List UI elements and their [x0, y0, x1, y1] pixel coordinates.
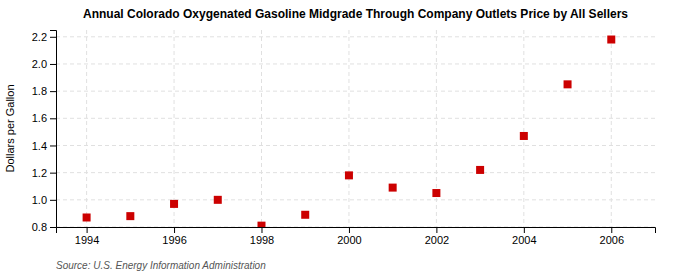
tick-mark: [87, 227, 88, 233]
tick-label: 2002: [425, 234, 449, 246]
tick-label: 1994: [75, 234, 99, 246]
tick-mark: [349, 227, 350, 233]
point: [83, 213, 91, 221]
tick-label: 0.8: [32, 221, 47, 233]
tick: 2006: [600, 227, 624, 246]
tick-mark: [50, 118, 56, 119]
point: [432, 189, 440, 197]
point: [564, 80, 572, 88]
tick-label: 1996: [162, 234, 186, 246]
tick-mark: [611, 227, 612, 233]
plot: 1994 1996 1998 2000 2002 2004 2006 0.8 1.0 1.2 1.4…: [32, 30, 656, 246]
tick: 1.6: [32, 112, 56, 124]
tick: 1.8: [32, 85, 56, 97]
tick-label: 1.8: [32, 85, 47, 97]
tick: 2004: [512, 227, 536, 246]
tick-mark: [50, 91, 56, 92]
x-axis: 1994 1996 1998 2000 2002 2004 2006: [57, 227, 656, 246]
point: [257, 222, 265, 227]
tick-mark: [436, 227, 437, 233]
tick-mark: [50, 37, 56, 38]
tick-label: 2.0: [32, 58, 47, 70]
annotation: Source: U.S. Energy Information Administ…: [56, 260, 266, 271]
grid-line-x: [174, 30, 175, 227]
tick-mark: [174, 227, 175, 233]
tick: 2002: [425, 227, 449, 246]
point: [389, 184, 397, 192]
tick: 2.2: [32, 31, 56, 43]
point: [345, 171, 353, 179]
tick-mark: [50, 145, 56, 146]
grid-line-x: [436, 30, 437, 227]
y-axis-title: Dollars per Gallon: [4, 84, 16, 172]
tick-label: 1.0: [32, 194, 47, 206]
grid-line-y: [56, 172, 655, 173]
tick: 1.4: [32, 140, 56, 152]
tick-mark: [50, 64, 56, 65]
tick-mark: [50, 173, 56, 174]
tick-label: 2.2: [32, 31, 47, 43]
points: [83, 36, 616, 227]
tick: 1.2: [32, 167, 56, 179]
grid-line-y: [56, 36, 655, 37]
tick-mark: [524, 227, 525, 233]
tick-mark: [261, 227, 262, 233]
point: [607, 36, 615, 44]
tick-label: 1.6: [32, 112, 47, 124]
axis-line: [57, 228, 656, 234]
tick-label: 1.4: [32, 140, 47, 152]
grid-line-y: [56, 118, 655, 119]
grid-line-x: [523, 30, 524, 227]
tick: 1998: [250, 227, 274, 246]
grid-line-y: [56, 91, 655, 92]
tick-label: 1.2: [32, 167, 47, 179]
grid-line-y: [56, 63, 655, 64]
y-axis: 0.8 1.0 1.2 1.4 1.6 1.8 2.0 2.2: [32, 31, 57, 234]
point: [170, 200, 178, 208]
tick-label: 1998: [250, 234, 274, 246]
tick: 1.0: [32, 194, 56, 206]
point: [301, 211, 309, 219]
chart: 1994 1996 1998 2000 2002 2004 2006 0.8 1.0 1.2 1.4…: [0, 0, 675, 275]
point: [520, 132, 528, 140]
point: [126, 212, 134, 220]
tick-label: 2000: [337, 234, 361, 246]
tick-mark: [50, 227, 56, 228]
grid: [56, 30, 655, 227]
point: [214, 196, 222, 204]
grid-line-x: [348, 30, 349, 227]
grid-line-y: [56, 199, 655, 200]
point: [476, 166, 484, 174]
tick: 2000: [337, 227, 361, 246]
axis-line: [50, 31, 57, 228]
grid-line-x: [611, 30, 612, 227]
tick-label: 2004: [512, 234, 536, 246]
tick: 1996: [162, 227, 186, 246]
title: Annual Colorado Oxygenated Gasoline Midg…: [83, 7, 628, 21]
grid-line-x: [261, 30, 262, 227]
tick-label: 2006: [600, 234, 624, 246]
grid-line-x: [86, 30, 87, 227]
tick-mark: [50, 200, 56, 201]
tick: 2.0: [32, 58, 56, 70]
tick: 0.8: [32, 221, 56, 233]
tick: 1994: [75, 227, 99, 246]
grid-line-y: [56, 145, 655, 146]
